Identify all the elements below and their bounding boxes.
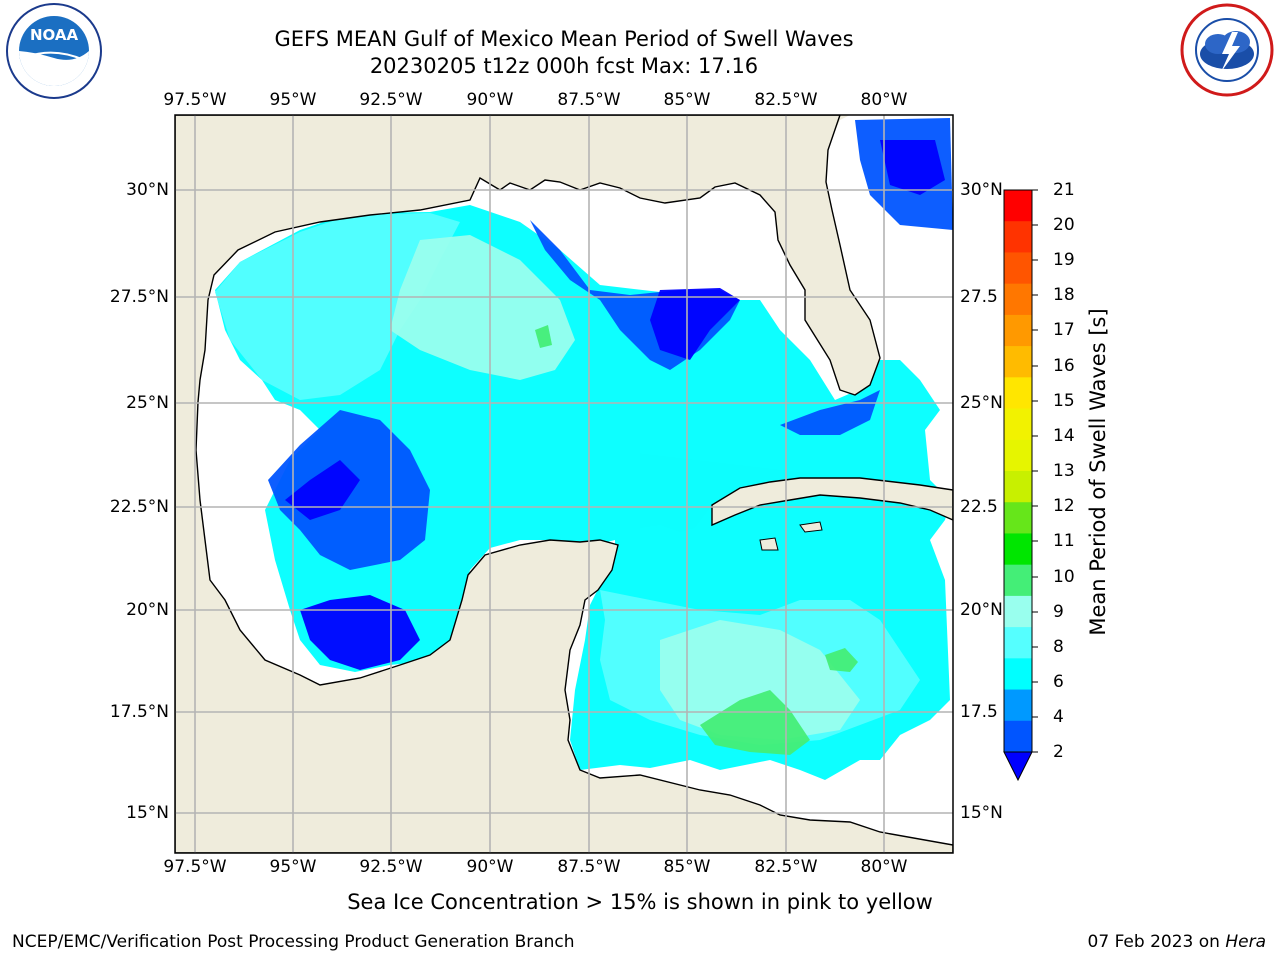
lat-label-right: 22.5 — [960, 497, 998, 517]
lon-label-bottom: 80°W — [860, 857, 908, 877]
colorbar-segment — [1004, 190, 1032, 222]
lon-label-bottom: 90°W — [466, 857, 514, 877]
colorbar-segment — [1004, 471, 1032, 503]
lon-label-top: 92.5°W — [359, 90, 423, 110]
machine-name: Hera — [1225, 932, 1266, 952]
land-island — [759, 537, 779, 551]
land-cuba — [711, 477, 953, 527]
lon-label-top: 87.5°W — [557, 90, 621, 110]
colorbar-tick: 16 — [1053, 356, 1075, 376]
date-text: 07 Feb 2023 on — [1087, 932, 1226, 952]
colorbar-segment — [1004, 283, 1032, 316]
colorbar-segment — [1004, 377, 1032, 410]
colorbar-segment — [1004, 627, 1032, 659]
land-island — [799, 521, 823, 533]
colorbar-tick: 8 — [1053, 637, 1064, 657]
lat-label-right: 27.5 — [960, 287, 998, 307]
colorbar-tick: 6 — [1053, 672, 1064, 692]
swell-field-lt2s-southwest — [300, 595, 420, 670]
lat-label-right: 30°N — [960, 180, 1003, 200]
swell-field-8-9s-carib — [660, 620, 860, 740]
credit-text: NCEP/EMC/Verification Post Processing Pr… — [12, 932, 575, 952]
lon-label-bottom: 95°W — [269, 857, 317, 877]
colorbar-segment — [1004, 564, 1032, 597]
swell-field-lt2s-atlantic — [880, 140, 945, 195]
colorbar-tick: 17 — [1053, 320, 1075, 340]
lon-label-bottom: 82.5°W — [754, 857, 818, 877]
colorbar-tick: 15 — [1053, 391, 1075, 411]
lon-label-bottom: 92.5°W — [359, 857, 423, 877]
noaa-logo: NOAA — [4, 2, 104, 100]
colorbar-segment — [1004, 658, 1032, 691]
colorbar-segment — [1004, 502, 1032, 534]
colorbar-tick: 21 — [1053, 180, 1075, 200]
colorbar-segment — [1004, 252, 1032, 285]
colorbar-tick: 4 — [1053, 707, 1064, 727]
swell-field-2-4s-keys — [780, 390, 880, 435]
colorbar-segment — [1004, 595, 1032, 628]
map-title: GEFS MEAN Gulf of Mexico Mean Period of … — [274, 27, 854, 51]
colorbar-segment — [1004, 221, 1032, 253]
colorbar-tick: 10 — [1053, 567, 1075, 587]
lon-label-bottom: 85°W — [663, 857, 711, 877]
colorbar-tick: 20 — [1053, 215, 1075, 235]
swell-field-9-10s — [700, 690, 810, 755]
lon-label-top: 90°W — [466, 90, 514, 110]
svg-text:NOAA: NOAA — [30, 26, 79, 44]
map-subtitle: 20230205 t12z 000h fcst Max: 17.16 — [369, 54, 759, 78]
colorbar-tick: 18 — [1053, 285, 1075, 305]
colorbar-label: Mean Period of Swell Waves [s] — [1086, 308, 1110, 636]
lon-label-top: 97.5°W — [163, 90, 227, 110]
lat-label-left: 22.5°N — [109, 497, 169, 517]
colorbar-segment — [1004, 314, 1032, 347]
date-stamp: 07 Feb 2023 on Hera — [1088, 932, 1266, 952]
lon-label-top: 95°W — [269, 90, 317, 110]
colorbar-tick: 9 — [1053, 602, 1064, 622]
lat-label-left: 17.5°N — [109, 702, 169, 722]
colorbar-extend-arrow — [1003, 751, 1033, 782]
swell-field-lt2s-west — [285, 460, 360, 520]
sea-ice-note: Sea Ice Concentration > 15% is shown in … — [347, 890, 933, 914]
lat-label-left: 25°N — [126, 393, 169, 413]
colorbar-segment — [1004, 439, 1032, 472]
lat-label-left: 30°N — [126, 180, 169, 200]
lat-label-left: 20°N — [126, 600, 169, 620]
lon-label-top: 80°W — [860, 90, 908, 110]
lon-label-bottom: 87.5°W — [557, 857, 621, 877]
colorbar-tick: 2 — [1053, 742, 1064, 762]
colorbar-tick: 13 — [1053, 461, 1075, 481]
swell-field-8-9s — [390, 235, 575, 380]
colorbar-segment — [1004, 533, 1032, 566]
lat-label-right: 25°N — [960, 393, 1003, 413]
lon-label-bottom: 97.5°W — [163, 857, 227, 877]
colorbar-segment — [1004, 720, 1032, 753]
swell-field-9-10s-small — [825, 648, 858, 672]
nws-logo — [1176, 2, 1278, 98]
swell-field-9-10s-gulf — [535, 325, 552, 348]
colorbar-segment — [1004, 346, 1032, 378]
lat-label-right: 20°N — [960, 600, 1003, 620]
swell-field-6-8s — [215, 213, 460, 400]
map-frame — [174, 114, 954, 854]
lat-label-left: 15°N — [126, 803, 169, 823]
lat-label-right: 15°N — [960, 803, 1003, 823]
colorbar-segment — [1004, 408, 1032, 441]
colorbar-tick: 11 — [1053, 531, 1075, 551]
colorbar-tick: 12 — [1053, 496, 1075, 516]
colorbar-tick: 19 — [1053, 250, 1075, 270]
swell-field-lt2s-north — [650, 288, 740, 360]
map-area — [175, 115, 953, 853]
lat-label-left: 27.5°N — [109, 287, 169, 307]
lon-label-top: 82.5°W — [754, 90, 818, 110]
lat-label-right: 17.5 — [960, 702, 998, 722]
land-mainland — [175, 115, 953, 853]
colorbar-tick: 14 — [1053, 426, 1075, 446]
lon-label-top: 85°W — [663, 90, 711, 110]
colorbar-segment — [1004, 689, 1032, 722]
